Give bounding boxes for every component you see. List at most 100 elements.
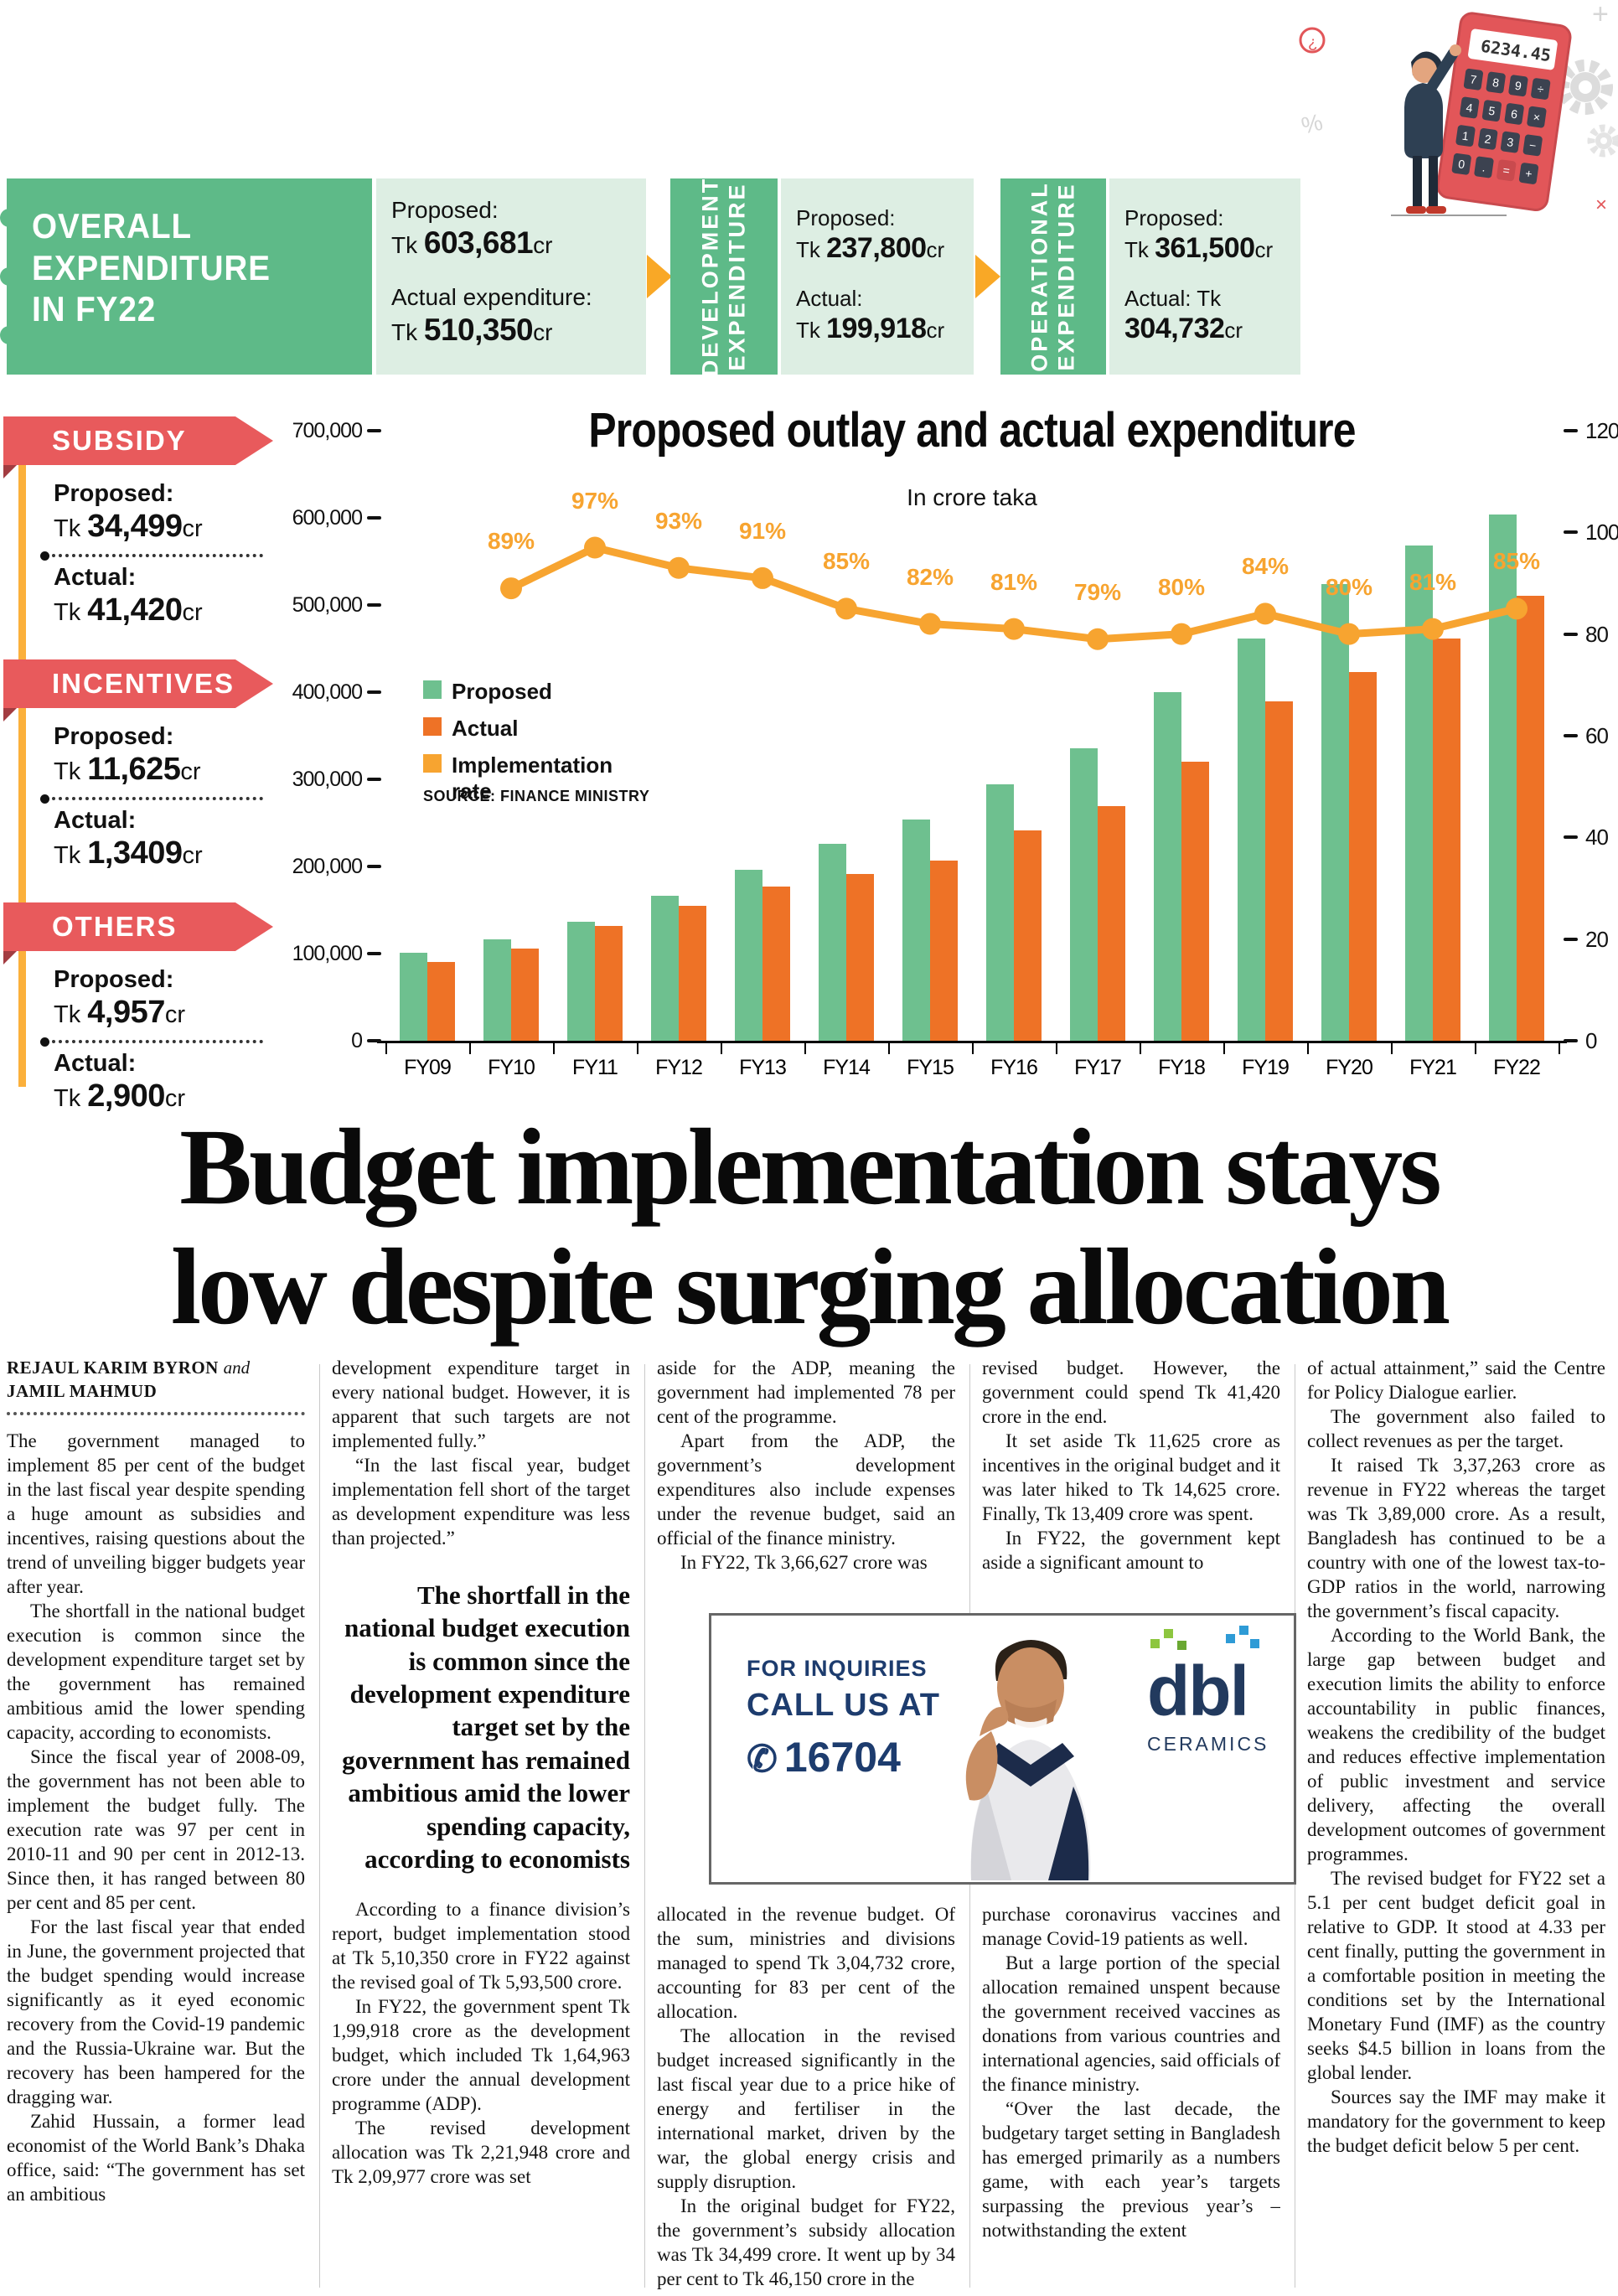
article-paragraph: The shortfall in the national budget exe…	[7, 1600, 305, 1743]
bar-proposed-FY17	[1070, 747, 1098, 1041]
overall-expenditure-banner: OVERALL EXPENDITURE IN FY22 Proposed: Tk…	[0, 176, 1618, 377]
calculator-key-glyph: 9	[1514, 79, 1522, 93]
article-paragraph: Apart from the ADP, the government’s dev…	[657, 1430, 955, 1549]
y-axis-left-tick	[367, 603, 381, 607]
actual-value: Tk 510,350cr	[391, 313, 553, 347]
article-paragraph: Sources say the IMF may make it mandator…	[1307, 2087, 1605, 2156]
bar-actual-FY13	[762, 886, 790, 1041]
article-paragraph: According to a finance division’s report…	[332, 1899, 630, 1993]
bar-actual-FY21	[1433, 638, 1460, 1041]
headline: Budget implementation stays low despite …	[170, 1107, 1450, 1347]
calculator-key-glyph: .	[1481, 160, 1486, 173]
proposed-value: Tk 361,500cr	[1124, 232, 1274, 264]
y-axis-left-label: 500,000	[292, 593, 363, 617]
actual-label: Actual:	[796, 286, 863, 311]
calculator-illustration: ¿ % + × 6234.45 7 8 9 ÷4 5 6 ×1 2 3 −0. = +	[1299, 0, 1618, 216]
article-column-5: of actual attainment,” said the Centre f…	[1307, 1356, 1605, 2296]
question-glyph: ¿	[1308, 34, 1318, 52]
x-axis-label: FY20	[1326, 1056, 1373, 1079]
calculator-key	[1518, 163, 1539, 184]
chart-source: SOURCE: FINANCE MINISTRY	[423, 788, 650, 804]
proposed-value: Tk 603,681cr	[391, 225, 553, 260]
y-axis-right-tick	[1564, 1039, 1578, 1042]
article-paragraph: “Over the last decade, the budgetary tar…	[982, 2098, 1280, 2241]
proposed-value: Tk 11,625cr	[54, 752, 201, 787]
actual-value: Tk 199,918cr	[796, 313, 945, 344]
x-axis-label: FY21	[1409, 1056, 1457, 1079]
proposed-label: Proposed:	[54, 966, 174, 993]
operational-values-block: Proposed: Tk 361,500cr Actual: Tk 304,73…	[1109, 178, 1300, 375]
development-title: DEVELOPMENT EXPENDITURE	[697, 176, 750, 377]
bar-actual-FY17	[1098, 806, 1125, 1041]
ad-inquiries-text: FOR INQUIRIES	[747, 1656, 928, 1681]
y-axis-left-label: 200,000	[292, 855, 363, 878]
byline: REJAUL KARIM BYRON and JAMIL MAHMUD	[7, 1356, 305, 1404]
legend-swatch	[423, 754, 442, 773]
actual-value: Tk 1,3409cr	[54, 835, 203, 871]
x-axis-tick	[1475, 1043, 1476, 1054]
calculator-key-glyph: 3	[1506, 135, 1514, 149]
calculator-key	[1451, 153, 1471, 175]
arrow-right-icon	[975, 255, 1000, 298]
y-axis-left-label: 600,000	[292, 506, 363, 530]
bar-proposed-FY14	[819, 843, 846, 1041]
calculator-key	[1460, 96, 1480, 119]
y-axis-right-tick	[1564, 632, 1578, 636]
rate-label-FY21: 81%	[1409, 568, 1457, 595]
x-axis-tick	[637, 1043, 638, 1054]
dotted-divider	[40, 551, 263, 561]
legend-label: Actual	[452, 716, 519, 741]
y-axis-right-tick	[1564, 937, 1578, 941]
bar-actual-FY18	[1181, 762, 1209, 1041]
plus-decoration-icon: +	[1592, 0, 1609, 30]
calculator-key	[1478, 128, 1498, 150]
bar-actual-FY12	[679, 905, 706, 1041]
article-paragraph: Zahid Hussain, a former lead economist o…	[7, 2110, 305, 2205]
phone-icon: ✆	[747, 1739, 778, 1780]
rate-dot-FY20	[1338, 623, 1360, 645]
x-axis-tick	[888, 1043, 890, 1054]
dbl-ceramics-ad[interactable]: FOR INQUIRIES CALL US AT ✆ 16704 dbl CERA…	[709, 1613, 1296, 1885]
y-axis-left-tick	[367, 516, 381, 520]
bar-actual-FY22	[1517, 596, 1544, 1041]
logo-dot	[1164, 1629, 1173, 1638]
bar-actual-FY15	[930, 860, 958, 1041]
x-axis-label: FY18	[1158, 1056, 1206, 1079]
column-rule	[319, 1364, 320, 2288]
x-axis-tick	[1391, 1043, 1393, 1054]
x-axis-tick	[1140, 1043, 1141, 1054]
rate-label-FY12: 93%	[654, 507, 703, 534]
rate-label-FY14: 85%	[822, 548, 871, 575]
actual-value: 304,732cr	[1124, 313, 1243, 344]
x-axis-tick	[1223, 1043, 1225, 1054]
calculator-key-glyph: ×	[1533, 110, 1541, 124]
article-paragraph: development expenditure target in every …	[332, 1357, 630, 1451]
calculator-key	[1504, 103, 1524, 125]
bar-actual-FY19	[1265, 701, 1293, 1041]
bar-proposed-FY15	[902, 819, 930, 1041]
bar-proposed-FY13	[735, 870, 762, 1041]
calculator-key-glyph: 8	[1491, 75, 1500, 90]
calculator-key	[1508, 75, 1528, 97]
y-axis-left-tick	[367, 865, 381, 868]
author-name: REJAUL KARIM BYRON	[7, 1357, 219, 1378]
calculator-key	[1486, 71, 1506, 94]
x-axis-label: FY10	[488, 1056, 535, 1079]
rate-label-FY10: 89%	[487, 528, 535, 555]
article-paragraph: aside for the ADP, meaning the governmen…	[657, 1357, 955, 1427]
calculator-key-glyph: ÷	[1537, 82, 1545, 96]
x-axis-tick	[385, 1043, 387, 1054]
y-axis-right-tick	[1564, 530, 1578, 535]
y-axis-left-label: 100,000	[292, 942, 363, 965]
calculator-key	[1474, 156, 1494, 178]
legend-label: Proposed	[452, 679, 552, 704]
proposed-label: Proposed:	[391, 197, 499, 223]
calculator-key-glyph: −	[1528, 138, 1537, 153]
x-axis-label: FY15	[907, 1056, 954, 1079]
calculator-key-glyph: 4	[1466, 101, 1474, 115]
bar-actual-FY20	[1349, 672, 1377, 1041]
article-paragraph: purchase coronavirus vaccines and manage…	[982, 1904, 1280, 1949]
actual-value: Tk 41,420cr	[54, 592, 203, 628]
calculator-key-glyph: +	[1524, 167, 1533, 181]
